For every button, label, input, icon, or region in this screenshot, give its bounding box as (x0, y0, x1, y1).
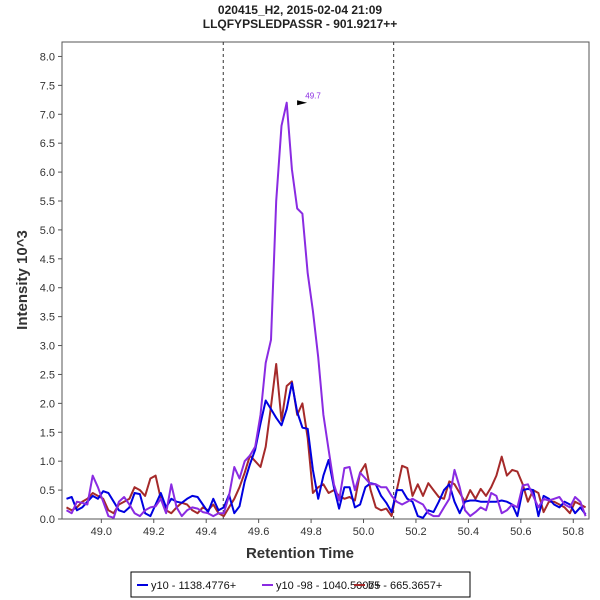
x-tick-label: 50.4 (458, 526, 479, 538)
y-tick-label: 8.0 (40, 51, 55, 63)
y-tick-label: 7.5 (40, 80, 55, 92)
peak-annotation: 49.7 (297, 92, 321, 106)
legend-label: y10 -98 - 1040.5007+ (276, 580, 381, 592)
peak-boundaries (222, 42, 395, 519)
y-tick-label: 2.0 (40, 398, 55, 410)
x-tick-label: 49.8 (300, 526, 321, 538)
y-tick-label: 6.5 (40, 138, 55, 150)
legend-label: y10 - 1138.4776+ (151, 580, 236, 592)
series-layer (66, 101, 587, 519)
y-tick-label: 1.5 (40, 427, 55, 439)
legend-box (130, 571, 471, 598)
peak-label: 49.7 (305, 92, 321, 101)
y-tick-label: 0.5 (40, 485, 55, 497)
peak-arrow-icon (297, 100, 308, 106)
x-tick-label: 49.6 (248, 526, 269, 538)
y-tick-label: 3.0 (40, 341, 55, 353)
y-tick-label: 2.5 (40, 369, 55, 381)
chart-subtitle: LLQFYPSLEDPASSR - 901.9217++ (203, 17, 398, 31)
y-tick-label: 5.0 (40, 225, 55, 237)
y-tick-label: 7.0 (40, 109, 55, 121)
y-tick-label: 1.0 (40, 456, 55, 468)
y-tick-label: 5.5 (40, 196, 55, 208)
series-line-0 (66, 382, 587, 519)
y-axis: 0.0 0.5 1.0 1.5 2.0 2.5 3.0 3.5 4.0 4.5 5.0 5.5 6.0 6… (40, 51, 62, 526)
y-tick-label: 3.5 (40, 312, 55, 324)
series-line-1 (66, 101, 587, 519)
y-tick-label: 6.0 (40, 167, 55, 179)
x-axis-title: Retention Time (246, 545, 354, 562)
y-axis-title: Intensity 10^3 (14, 230, 31, 330)
x-axis: 49.0 49.2 49.4 49.6 49.8 50.0 50.2 50.4 50.6 50.8 (91, 519, 584, 538)
x-tick-label: 49.2 (143, 526, 164, 538)
x-tick-label: 50.8 (563, 526, 584, 538)
legend-label: b5 - 665.3657+ (368, 580, 442, 592)
x-tick-label: 50.6 (510, 526, 531, 538)
x-tick-label: 49.4 (195, 526, 216, 538)
series-line-2 (66, 363, 587, 518)
y-tick-label: 4.0 (40, 283, 55, 295)
x-tick-label: 50.2 (405, 526, 426, 538)
chart-title: 020415_H2, 2015-02-04 21:09 (218, 3, 382, 17)
x-tick-label: 49.0 (91, 526, 112, 538)
y-tick-label: 0.0 (40, 514, 55, 526)
y-tick-label: 4.5 (40, 254, 55, 266)
legend: y10 - 1138.4776+ y10 -98 - 1040.5007+b5 -… (137, 580, 442, 592)
x-tick-label: 50.0 (353, 526, 374, 538)
plot-area (61, 41, 590, 520)
